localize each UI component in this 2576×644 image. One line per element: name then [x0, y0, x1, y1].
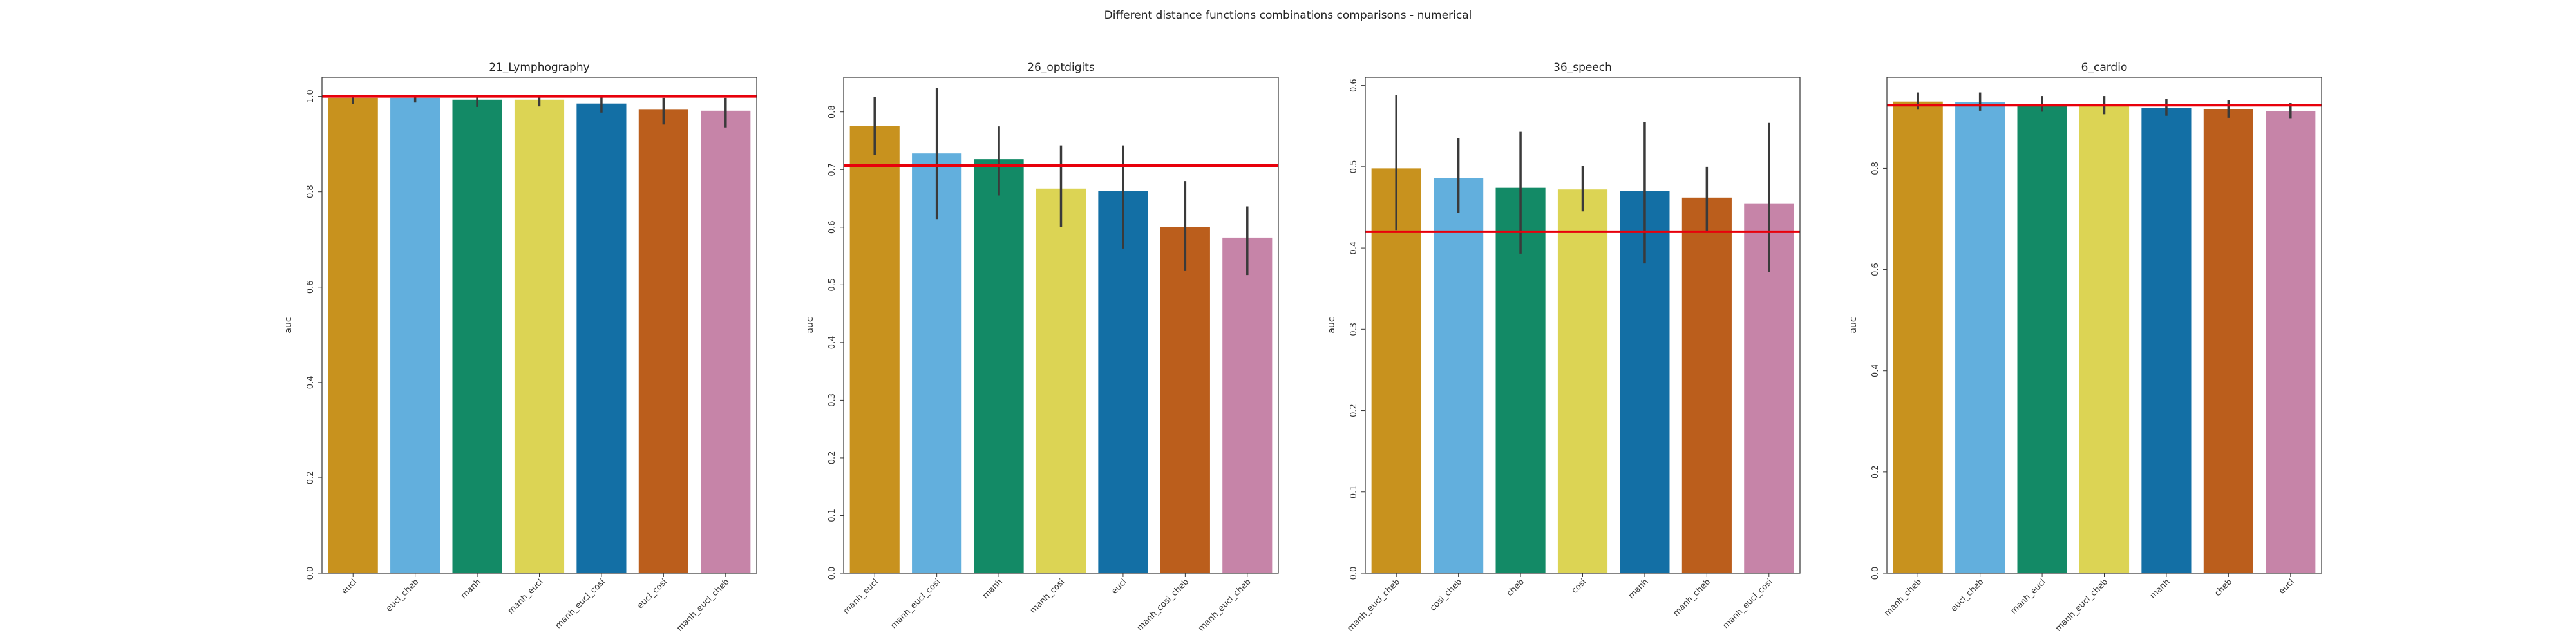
bar — [2266, 111, 2316, 574]
x-tick-label: manh_eucl_cheb — [2054, 577, 2110, 634]
bar — [974, 159, 1024, 574]
x-tick-label: manh_eucl_cosi — [889, 577, 942, 630]
bar — [849, 126, 900, 574]
y-axis-label: auc — [1327, 317, 1337, 333]
x-tick-label: manh_eucl_cheb — [1346, 577, 1403, 634]
x-tick-label: cosi — [1570, 577, 1589, 596]
x-tick-label: manh — [981, 577, 1005, 601]
y-tick-label: 0.0 — [306, 567, 316, 580]
x-tick-label: eucl_cheb — [1949, 577, 1986, 614]
bar — [1893, 101, 1943, 573]
x-tick-label: manh — [2148, 577, 2172, 601]
y-tick-label: 0.0 — [1871, 567, 1880, 580]
y-tick-label: 0.0 — [1349, 567, 1359, 580]
plot-frame — [843, 77, 1279, 574]
x-tick-label: manh_cheb — [1671, 577, 1712, 618]
x-tick-label: manh_eucl_cosi — [554, 577, 607, 630]
bar — [576, 103, 627, 573]
y-tick-label: 0.6 — [1349, 79, 1359, 92]
y-tick-label: 0.2 — [1349, 404, 1359, 417]
y-tick-label: 0.6 — [1871, 263, 1880, 276]
bar — [452, 99, 502, 573]
bar — [701, 110, 751, 574]
x-tick-label: manh_eucl — [506, 577, 545, 616]
x-tick-label: manh_eucl_cheb — [675, 577, 732, 634]
bar — [1434, 178, 1484, 573]
y-tick-label: 0.4 — [1349, 242, 1359, 255]
y-tick-label: 1.0 — [306, 90, 316, 103]
y-axis-label: auc — [1848, 317, 1859, 333]
bar — [2079, 105, 2130, 573]
x-tick-label: manh_cosi_cheb — [1135, 577, 1191, 632]
bar — [1681, 197, 1732, 573]
bar — [1222, 237, 1273, 573]
plot-frame — [1886, 77, 2322, 574]
plot-frame — [1365, 77, 1801, 574]
x-tick-label: eucl — [1110, 577, 1129, 596]
y-tick-label: 0.2 — [828, 451, 837, 465]
subplot-4: 6_cardio 0.0 0.2 0.4 0.6 0.8 auc manh_cheb eucl_… — [1848, 61, 2322, 634]
plot-frame — [321, 77, 757, 574]
y-tick-label: 0.5 — [1349, 160, 1359, 174]
y-tick-label: 0.8 — [306, 185, 316, 198]
bar — [1160, 227, 1210, 573]
y-axis-label: auc — [283, 317, 294, 333]
bar — [1098, 191, 1148, 573]
x-tick-label: cheb — [2213, 577, 2234, 598]
bar — [912, 153, 962, 574]
bar — [638, 109, 688, 573]
x-tick-label: eucl — [2277, 577, 2297, 596]
bar — [1955, 102, 2005, 573]
x-tick-label: manh_eucl_cheb — [1197, 577, 1253, 634]
x-tick-label: manh_cosi — [1028, 577, 1066, 615]
y-tick-label: 0.8 — [1871, 162, 1880, 175]
x-tick-label: eucl — [339, 577, 359, 596]
y-tick-label: 0.7 — [828, 163, 837, 176]
x-tick-label: manh_eucl — [842, 577, 881, 616]
y-tick-label: 0.3 — [828, 393, 837, 407]
x-tick-label: manh — [459, 577, 483, 601]
subplot-title: 6_cardio — [2081, 61, 2128, 74]
x-tick-label: manh_cheb — [1882, 577, 1924, 618]
subplot-title: 36_speech — [1553, 61, 1612, 74]
x-tick-label: cheb — [1505, 577, 1526, 598]
y-tick-label: 0.1 — [828, 509, 837, 522]
bar — [1557, 189, 1608, 573]
bar — [2017, 104, 2067, 574]
x-tick-label: cosi_cheb — [1428, 577, 1464, 613]
y-tick-label: 0.0 — [828, 567, 837, 580]
y-tick-label: 0.3 — [1349, 323, 1359, 336]
bar — [1036, 188, 1086, 573]
y-tick-label: 0.6 — [828, 220, 837, 234]
subplot-2: 26_optdigits 0.0 0.1 0.2 0.3 0.4 0.5 0.6 0.7 0.8 a… — [805, 61, 1279, 634]
x-tick-label: eucl_cheb — [384, 577, 421, 614]
bar — [328, 97, 378, 573]
y-tick-label: 0.6 — [306, 280, 316, 294]
subplot-title: 26_optdigits — [1027, 61, 1095, 74]
bar — [2203, 109, 2253, 573]
x-tick-label: manh — [1627, 577, 1651, 601]
bar — [1371, 168, 1421, 573]
y-tick-label: 0.4 — [1871, 364, 1880, 377]
x-tick-label: manh_eucl — [2009, 577, 2048, 616]
y-tick-label: 0.4 — [306, 376, 316, 390]
y-tick-label: 0.2 — [306, 471, 316, 485]
y-axis-label: auc — [805, 317, 815, 333]
x-tick-label: manh_eucl_cosi — [1721, 577, 1774, 630]
y-tick-label: 0.1 — [1349, 485, 1359, 498]
y-tick-label: 0.4 — [828, 336, 837, 350]
bar — [514, 99, 565, 573]
subplot-title: 21_Lymphography — [489, 61, 589, 74]
y-tick-label: 0.5 — [828, 278, 837, 292]
y-tick-label: 0.2 — [1871, 466, 1880, 479]
x-tick-label: eucl_cosi — [636, 577, 669, 611]
bar — [390, 97, 440, 573]
figure-title: Different distance functions combination… — [1104, 9, 1472, 22]
subplot-3: 36_speech 0.0 0.1 0.2 0.3 0.4 0.5 0.6 auc manh_eu… — [1327, 61, 1801, 634]
subplot-1: 21_Lymphography 0.0 0.2 0.4 0.6 0.8 1.0 auc eucl… — [283, 61, 757, 634]
bar — [2141, 108, 2192, 574]
y-tick-label: 0.8 — [828, 105, 837, 118]
